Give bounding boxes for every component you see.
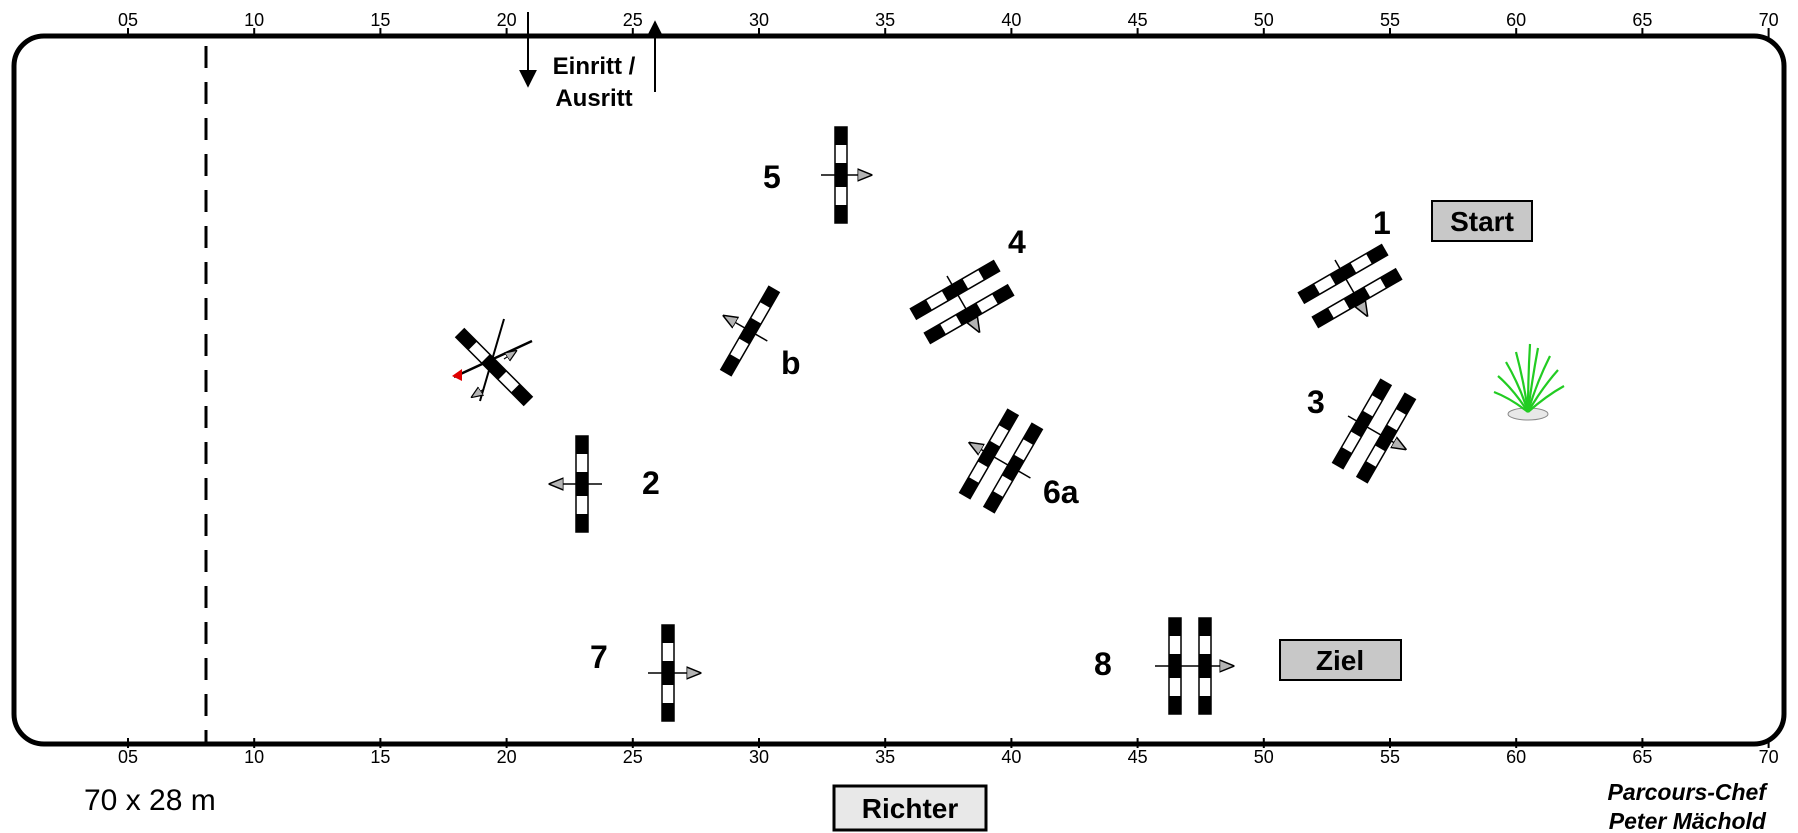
ruler-label-top: 10 bbox=[244, 10, 264, 30]
obstacle-5-number: 5 bbox=[763, 159, 781, 195]
start-box: Start bbox=[1431, 200, 1533, 242]
obstacle-7 bbox=[648, 624, 700, 722]
ruler-label-top: 35 bbox=[875, 10, 895, 30]
ruler-label-bottom: 25 bbox=[623, 747, 643, 767]
arena-size: 70 x 28 m bbox=[84, 784, 216, 817]
ruler-label-bottom: 10 bbox=[244, 747, 264, 767]
entry-label: Einritt / bbox=[553, 53, 636, 80]
ruler-label-top: 60 bbox=[1506, 10, 1526, 30]
ruler-label-top: 55 bbox=[1380, 10, 1400, 30]
plant-icon bbox=[1493, 343, 1565, 421]
finish-box: Ziel bbox=[1279, 639, 1402, 681]
ruler-label-top: 05 bbox=[118, 10, 138, 30]
turn-marker bbox=[452, 318, 533, 406]
judge-label: Richter bbox=[862, 793, 959, 824]
finish-label: Ziel bbox=[1316, 645, 1364, 676]
ruler-label-bottom: 45 bbox=[1128, 747, 1148, 767]
bottom-ruler: 05 10 15 20 25 30 35 40 45 50 55 60 65 70 bbox=[118, 738, 1779, 767]
ruler-label-bottom: 35 bbox=[875, 747, 895, 767]
obstacle-2 bbox=[550, 435, 602, 533]
obstacle-3 bbox=[1331, 378, 1417, 484]
obstacle-4-number: 4 bbox=[1008, 224, 1026, 260]
ruler-label-bottom: 15 bbox=[370, 747, 390, 767]
ruler-label-top: 65 bbox=[1632, 10, 1652, 30]
ruler-label-top: 30 bbox=[749, 10, 769, 30]
obstacle-7-number: 7 bbox=[590, 639, 608, 675]
obstacle-3-number: 3 bbox=[1307, 384, 1325, 420]
ruler-label-top: 70 bbox=[1759, 10, 1779, 30]
obstacle-2-number: 2 bbox=[642, 465, 660, 501]
ruler-label-bottom: 05 bbox=[118, 747, 138, 767]
ruler-label-bottom: 40 bbox=[1001, 747, 1021, 767]
ruler-label-bottom: 20 bbox=[497, 747, 517, 767]
start-label: Start bbox=[1450, 206, 1514, 237]
ruler-label-bottom: 55 bbox=[1380, 747, 1400, 767]
obstacle-8 bbox=[1155, 617, 1233, 715]
ruler-label-top: 45 bbox=[1128, 10, 1148, 30]
obstacle-5 bbox=[821, 126, 871, 224]
ruler-label-bottom: 60 bbox=[1506, 747, 1526, 767]
obstacle-b bbox=[720, 285, 780, 377]
designer-name: Peter Mächold bbox=[1609, 808, 1767, 833]
ruler-label-bottom: 70 bbox=[1759, 747, 1779, 767]
ruler-label-top: 50 bbox=[1254, 10, 1274, 30]
ruler-label-bottom: 65 bbox=[1632, 747, 1652, 767]
exit-label: Ausritt bbox=[555, 85, 632, 112]
obstacle-1-number: 1 bbox=[1373, 205, 1391, 241]
ruler-label-top: 15 bbox=[370, 10, 390, 30]
ruler-label-top: 40 bbox=[1001, 10, 1021, 30]
ruler-label-bottom: 30 bbox=[749, 747, 769, 767]
top-ruler: 05 10 15 20 25 30 35 40 45 50 55 60 65 70 bbox=[118, 10, 1779, 38]
obstacle-1 bbox=[1297, 243, 1403, 329]
ruler-label-top: 20 bbox=[497, 10, 517, 30]
obstacle-b-label: b bbox=[781, 345, 801, 381]
entry-exit: Einritt / Ausritt bbox=[519, 12, 664, 112]
judge-box: Richter bbox=[832, 784, 988, 832]
arena-border bbox=[11, 33, 1787, 747]
obstacle-4 bbox=[909, 259, 1015, 345]
obstacle-8-number: 8 bbox=[1094, 646, 1112, 682]
ruler-label-bottom: 50 bbox=[1254, 747, 1274, 767]
ruler-label-top: 25 bbox=[623, 10, 643, 30]
obstacle-6a-number: 6a bbox=[1043, 474, 1079, 510]
obstacle-6a bbox=[958, 408, 1044, 514]
designer-title: Parcours-Chef bbox=[1608, 779, 1769, 805]
